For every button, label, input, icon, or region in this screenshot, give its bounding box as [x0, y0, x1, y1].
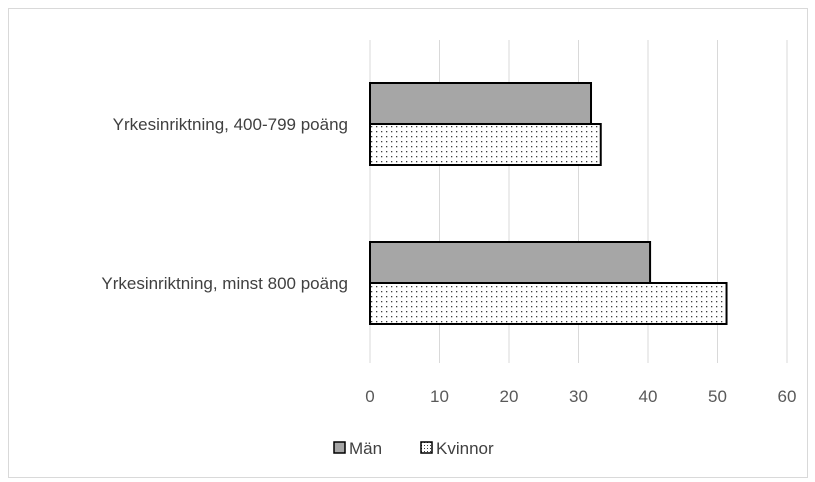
x-tick-label: 0 [365, 387, 374, 406]
category-label: Yrkesinriktning, 400-799 poäng [113, 115, 348, 134]
legend-label-man: Män [349, 439, 382, 458]
category-labels: Yrkesinriktning, 400-799 poäng Yrkesinrik… [101, 115, 348, 293]
x-tick-label: 20 [500, 387, 519, 406]
legend-swatch-man [333, 441, 346, 454]
bar-kvinnor-0 [369, 123, 602, 166]
bars [369, 82, 728, 325]
bar-kvinnor-1 [369, 282, 728, 325]
x-tick-label: 40 [639, 387, 658, 406]
x-axis-ticks: 0 10 20 30 40 50 60 [365, 387, 796, 406]
bar-man-0 [369, 82, 593, 125]
legend-swatch-kvinnor [420, 441, 433, 454]
x-tick-label: 50 [708, 387, 727, 406]
x-tick-label: 30 [569, 387, 588, 406]
x-tick-label: 60 [778, 387, 797, 406]
legend: Män Kvinnor [333, 439, 494, 458]
x-tick-label: 10 [430, 387, 449, 406]
category-label: Yrkesinriktning, minst 800 poäng [101, 274, 348, 293]
bar-man-1 [369, 241, 652, 284]
legend-label-kvinnor: Kvinnor [436, 439, 494, 458]
